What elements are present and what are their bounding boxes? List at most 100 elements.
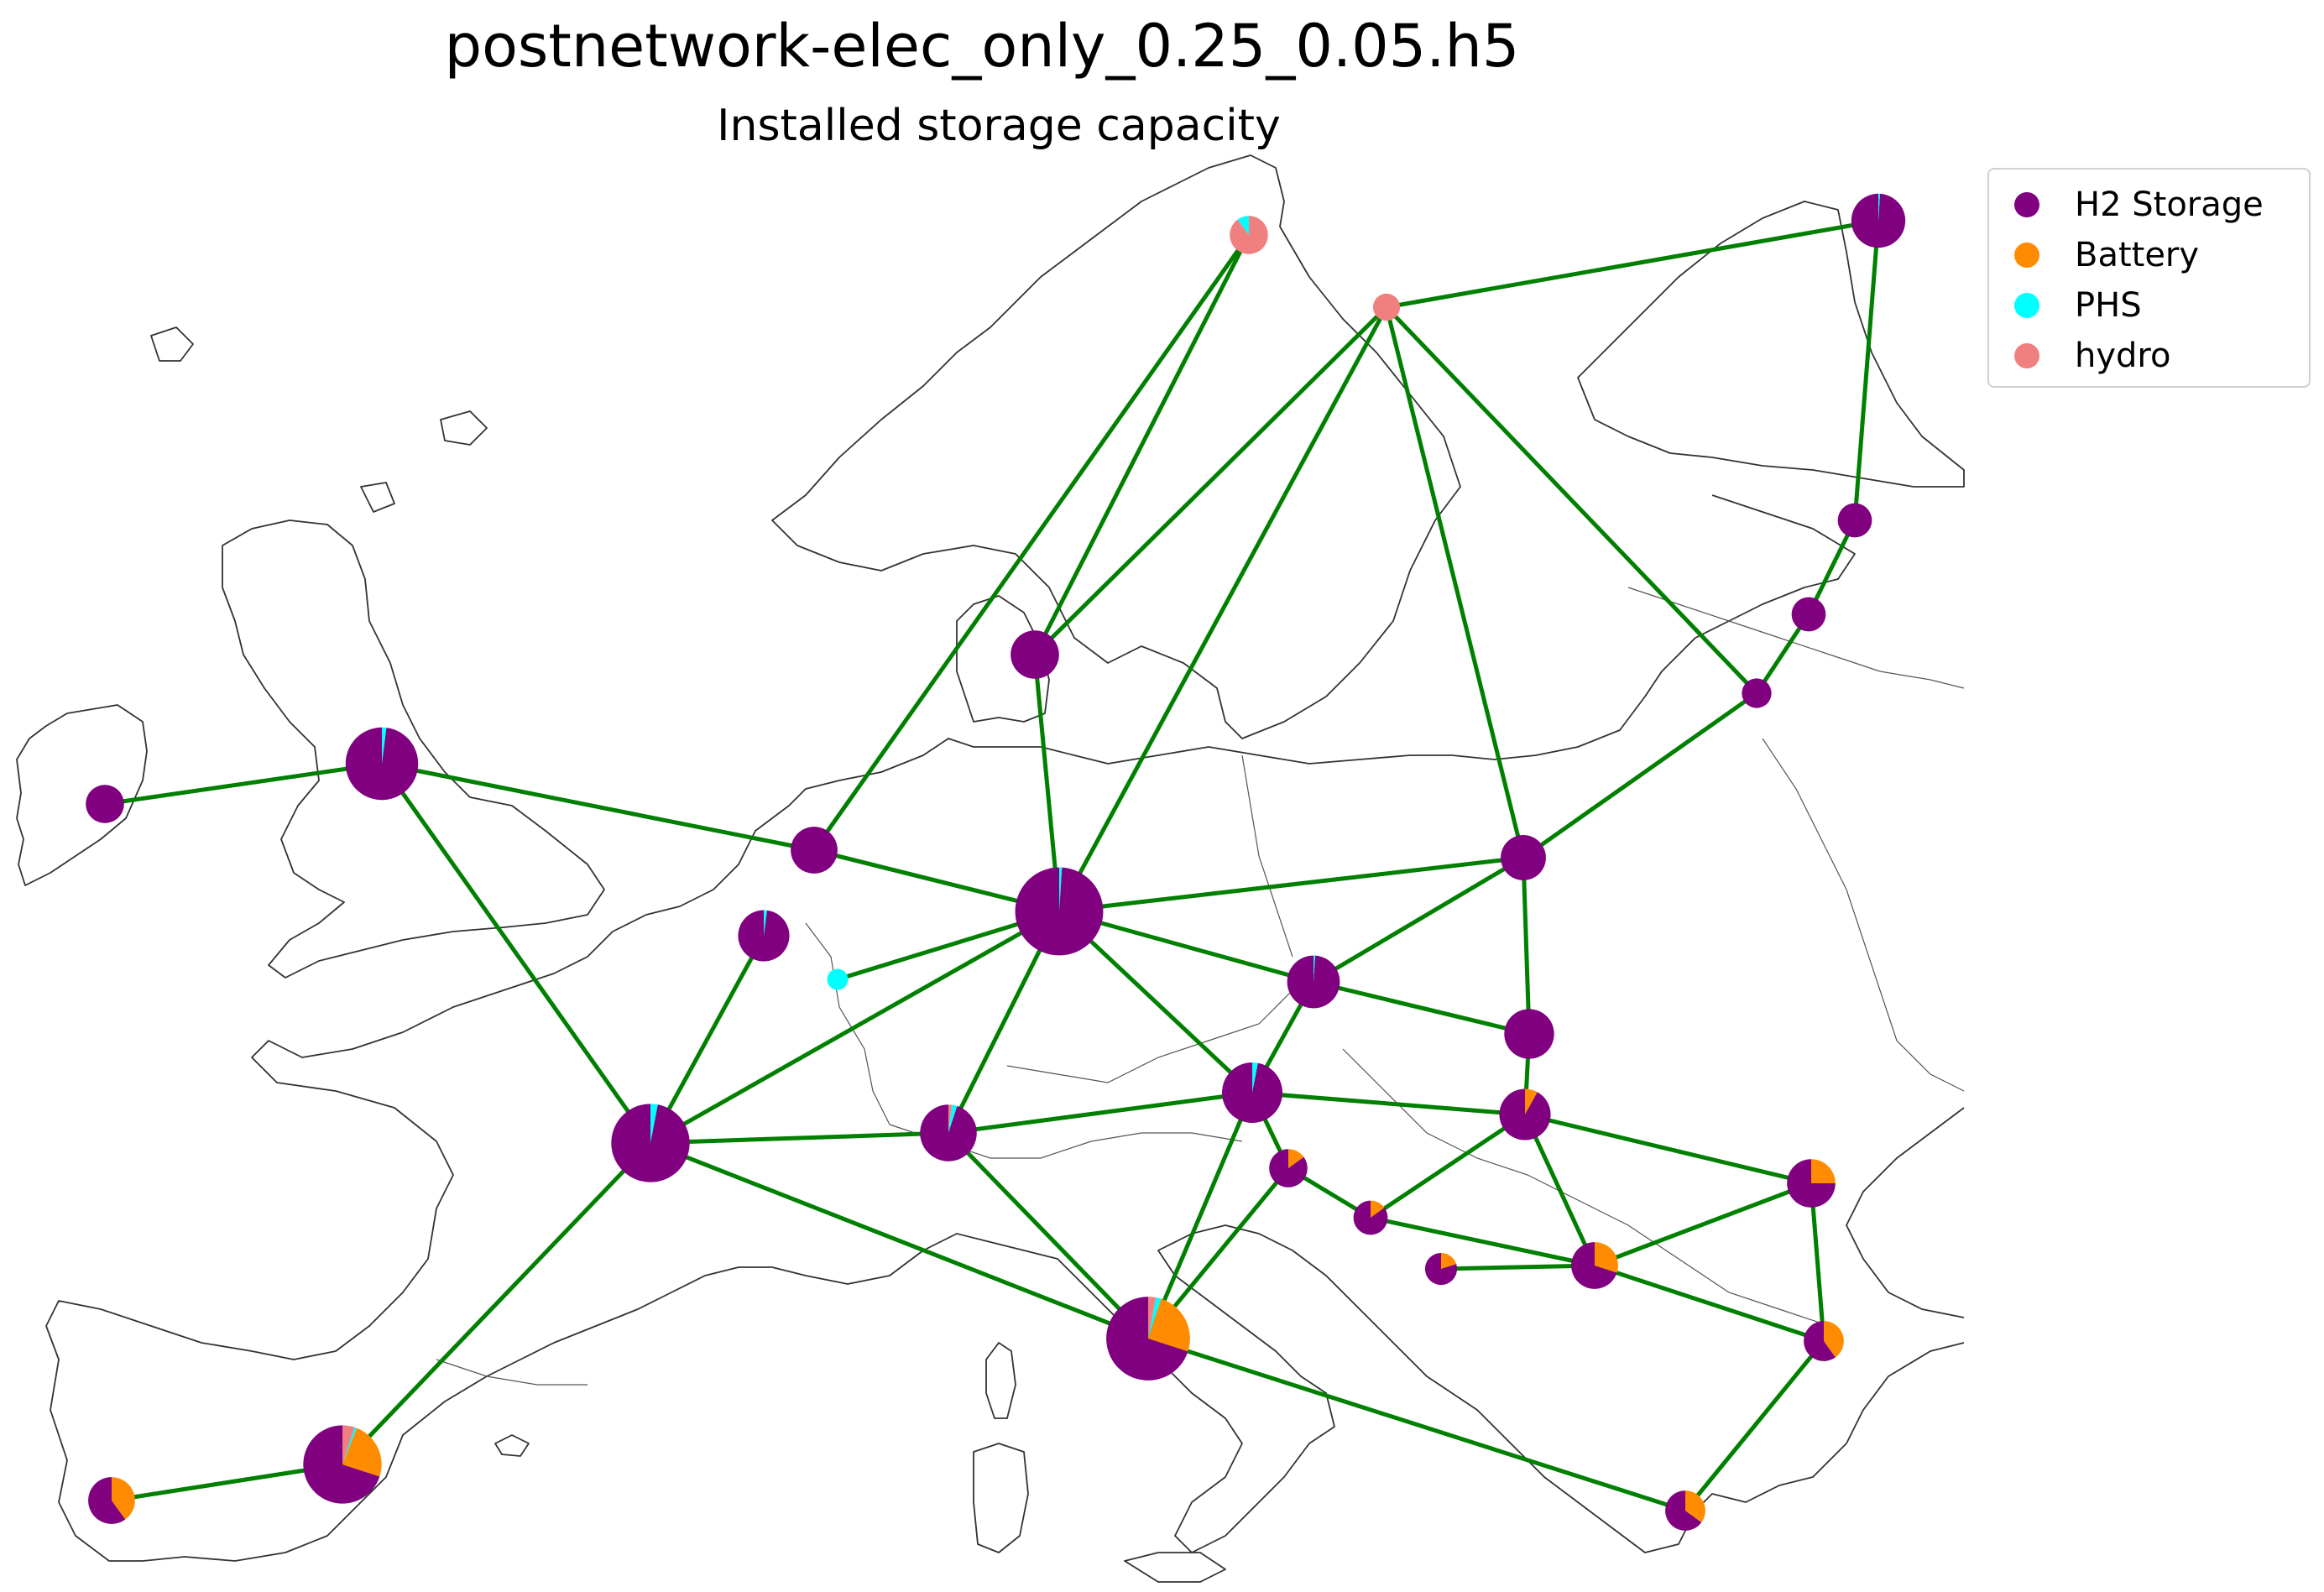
link-se-pl — [1384, 306, 1526, 859]
pie-slice-be-phs — [764, 910, 767, 936]
node-pl — [1501, 835, 1546, 880]
coastline-iceland-isles — [150, 326, 488, 513]
legend: H2 Storage Battery PHS hydro — [1987, 168, 2311, 388]
node-pt — [88, 1477, 135, 1524]
pie-slice-es-h2 — [303, 1425, 380, 1504]
pie-slice-fr-phs — [650, 1104, 658, 1143]
legend-swatch-phs — [2014, 293, 2039, 318]
node-lv — [1791, 597, 1826, 632]
link-gb-fr — [379, 762, 653, 1145]
node-it — [1106, 1297, 1190, 1381]
node-bg — [1804, 1321, 1844, 1361]
pie-slice-nl-h2 — [791, 827, 838, 874]
pie-slice-hr-battery — [1371, 1200, 1385, 1218]
link-se-fi — [1386, 218, 1879, 310]
link-ro-bg — [1809, 1182, 1826, 1342]
node-se — [1372, 293, 1401, 321]
node-de — [1015, 867, 1104, 956]
pie-slice-gr-battery — [1685, 1490, 1705, 1523]
node-at — [1222, 1062, 1282, 1123]
pie-slice-de-h2 — [1015, 867, 1104, 956]
legend-swatch-battery — [2014, 243, 2039, 268]
border-de-at — [1006, 989, 1293, 1083]
link-rs-bg — [1594, 1263, 1825, 1344]
pie-slice-bg-battery — [1824, 1321, 1844, 1358]
pie-slice-gb-phs — [382, 727, 387, 764]
node-fi — [1851, 193, 1906, 248]
link-bg-gr — [1684, 1339, 1825, 1512]
pie-slice-es-hydro — [342, 1425, 355, 1464]
pie-slice-bg-h2 — [1804, 1321, 1836, 1361]
pie-slice-rs-h2 — [1571, 1242, 1617, 1289]
node-ie — [86, 785, 124, 823]
link-hu-rs — [1522, 1113, 1597, 1267]
coastline-baltic-east — [1359, 494, 1856, 760]
pie-slice-fi-phs — [1878, 193, 1881, 221]
coastline-great-britain — [222, 519, 605, 979]
link-no_n-dk — [1032, 233, 1251, 656]
coastline-finland — [1577, 201, 1965, 488]
node-ro — [1787, 1159, 1836, 1208]
coastline-layer — [16, 154, 1965, 1583]
coastline-black-sea — [1846, 1107, 1965, 1318]
node-nl — [791, 827, 838, 874]
link-ch-at — [948, 1090, 1253, 1135]
coastline-balearics — [494, 1434, 530, 1457]
pie-slice-gb-h2 — [345, 727, 419, 801]
link-hu-hr — [1369, 1112, 1527, 1220]
link-ie-gb — [104, 761, 383, 806]
node-es — [303, 1425, 382, 1504]
pie-slice-it-hydro — [1148, 1297, 1157, 1339]
pie-slice-it-h2 — [1106, 1297, 1188, 1381]
pie-slice-hu-battery — [1525, 1088, 1538, 1114]
pie-slice-fr-h2 — [611, 1104, 690, 1182]
border-baltics — [1627, 587, 1965, 689]
pie-slice-pl-h2 — [1501, 835, 1546, 880]
link-hr-rs — [1370, 1215, 1595, 1268]
link-at-it — [1146, 1092, 1255, 1339]
coastline-corsica — [985, 1342, 1016, 1419]
node-cz — [1287, 955, 1340, 1009]
legend-label-hydro: hydro — [2075, 337, 2171, 375]
pie-slice-es-phs — [342, 1427, 358, 1464]
link-gb-nl — [381, 761, 815, 853]
link-de-at — [1058, 910, 1254, 1094]
pie-slice-si-battery — [1288, 1149, 1304, 1168]
legend-label-h2-storage: H2 Storage — [2075, 185, 2264, 224]
border-balkans — [1342, 1048, 1830, 1327]
node-lu — [827, 968, 849, 990]
pie-slice-de-phs — [1059, 867, 1063, 911]
coastline-denmark — [956, 595, 1050, 723]
border-fr-de — [805, 922, 890, 1125]
link-ch-it — [947, 1131, 1150, 1340]
map-title: postnetwork-elec_only_0.25_0.05.h5 — [444, 12, 1520, 81]
node-sk — [1504, 1009, 1554, 1059]
europe-map — [16, 154, 1965, 1583]
link-ba-rs — [1440, 1263, 1595, 1271]
pie-slice-pt-h2 — [88, 1477, 126, 1524]
pie-slice-no_n-hydro — [1230, 216, 1268, 254]
pie-slice-se-hydro — [1372, 293, 1401, 321]
node-fr — [611, 1104, 690, 1182]
link-fr-it — [650, 1140, 1149, 1341]
pie-slice-ro-battery — [1811, 1159, 1836, 1183]
legend-item-h2-storage: H2 Storage — [2006, 180, 2264, 230]
border-fr-es — [436, 1359, 588, 1386]
link-lt-pl — [1522, 691, 1758, 860]
border-de-pl — [1241, 754, 1293, 958]
pie-slice-lu-phs — [827, 968, 849, 990]
pie-slice-no_n-phs — [1237, 216, 1249, 235]
pie-slice-lt-h2 — [1742, 678, 1772, 708]
coastline-scandinavia — [771, 154, 1461, 739]
legend-swatch-h2-storage — [2014, 192, 2039, 217]
legend-item-hydro: hydro — [2006, 331, 2170, 381]
legend-label-battery: Battery — [2075, 236, 2200, 274]
storage-nodes — [86, 193, 1906, 1531]
border-layer — [436, 587, 1965, 1386]
pie-slice-cz-h2 — [1287, 955, 1340, 1009]
link-nl-no_n — [812, 233, 1251, 852]
pie-slice-dk-h2 — [1011, 630, 1059, 679]
node-lt — [1742, 678, 1772, 708]
link-de-pl — [1058, 855, 1524, 914]
node-gb — [345, 727, 419, 801]
